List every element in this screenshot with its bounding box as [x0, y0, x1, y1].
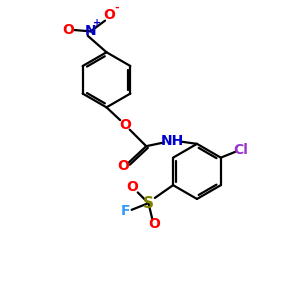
Text: N: N [85, 24, 96, 38]
Text: S: S [143, 196, 154, 211]
Text: +: + [93, 18, 101, 28]
Text: O: O [148, 217, 160, 231]
Text: O: O [62, 23, 74, 37]
Text: O: O [119, 118, 131, 132]
Text: O: O [117, 159, 129, 173]
Text: F: F [121, 204, 130, 218]
Text: NH: NH [161, 134, 184, 148]
Text: O: O [127, 180, 139, 194]
Text: -: - [115, 3, 119, 13]
Text: Cl: Cl [233, 142, 248, 157]
Text: O: O [103, 8, 116, 22]
